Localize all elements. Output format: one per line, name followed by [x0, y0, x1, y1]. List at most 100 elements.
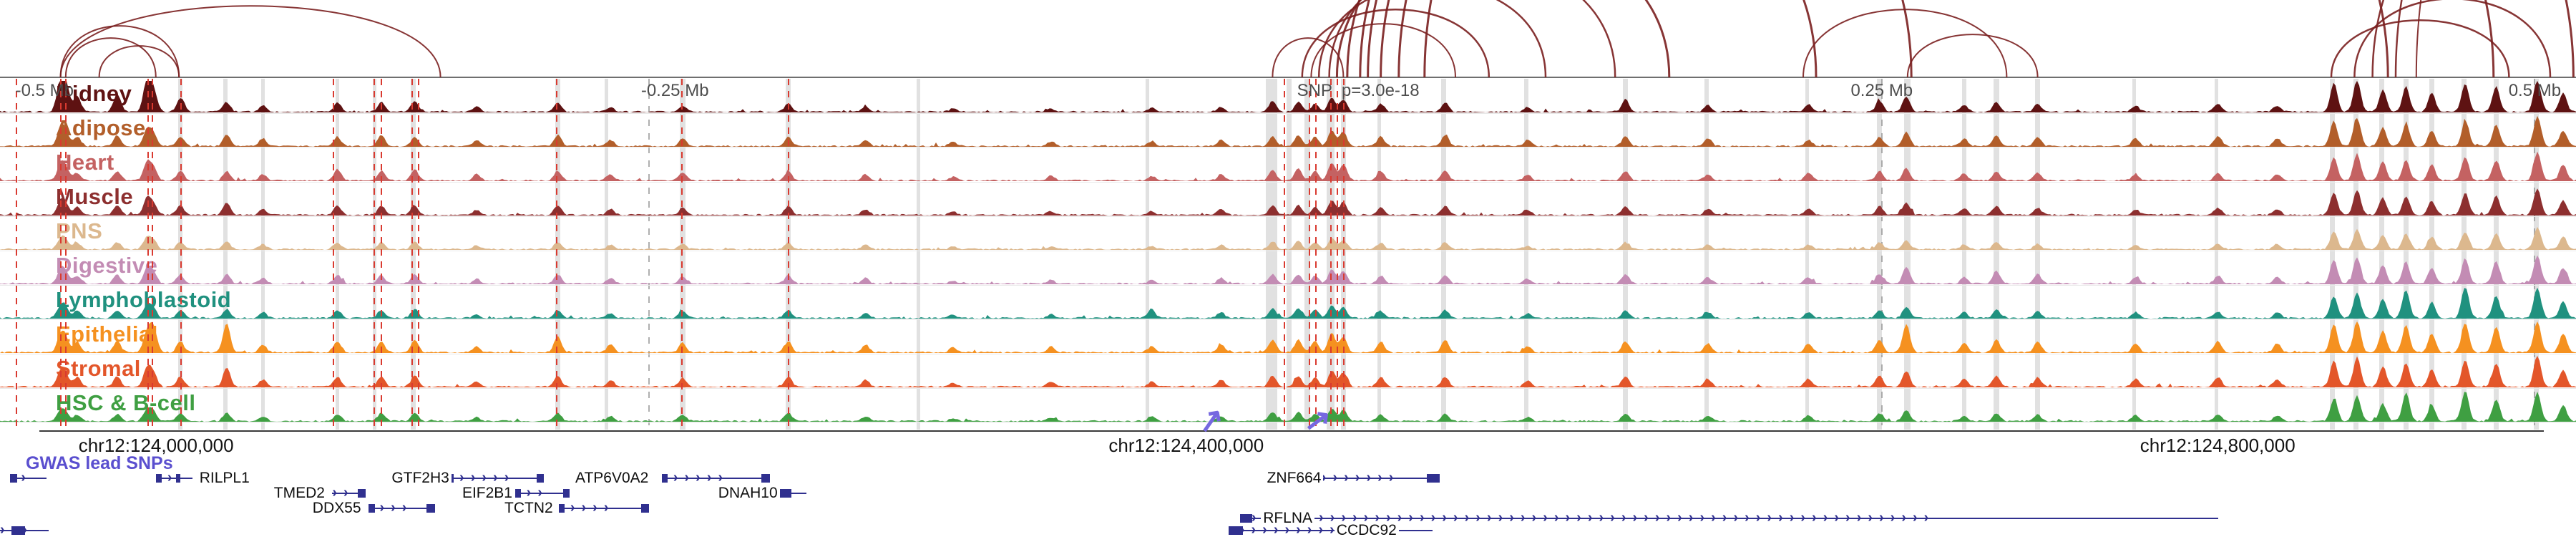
ld-snp-band — [555, 79, 560, 430]
gene-label-dnah10: DNAH10 — [716, 485, 780, 502]
ld-snp-band — [2533, 79, 2539, 430]
ld-snp-band — [1524, 79, 1528, 430]
gene-intron-line — [1240, 518, 2218, 519]
signal-area-adipose — [0, 115, 2576, 147]
ld-snp-band — [2035, 79, 2041, 430]
track-label-digestive: Digestive — [56, 253, 158, 278]
signal-area-muscle — [0, 188, 2576, 216]
gene-intron-line — [156, 478, 193, 479]
ruler-tick-label: 0.5 Mb — [2508, 81, 2562, 100]
track-row-epithelial: Epithelial — [0, 319, 2576, 354]
gene-strand-arrows: ›››››› — [448, 471, 516, 485]
signal-pns — [0, 226, 2576, 250]
signal-digestive — [0, 255, 2576, 284]
gene-znf664: ››››››› — [1321, 471, 1440, 485]
ld-snp-band — [605, 79, 609, 430]
signal-epithelial — [0, 321, 2576, 353]
gene-exon — [11, 526, 26, 535]
track-label-pns: PNS — [56, 218, 103, 243]
gene-rflna: ››››››››››››››››››››››››››››››››››››››››… — [1240, 511, 2218, 526]
gene-label-ddx55: DDX55 — [310, 500, 364, 517]
gene-tctn2: ››››› — [559, 501, 650, 515]
track-row-lymphoblastoid: Lymphoblastoid — [0, 285, 2576, 320]
gene-label-eif2b1: EIF2B1 — [459, 485, 514, 502]
gene-exon — [1427, 474, 1440, 483]
ld-snp-band — [2353, 79, 2358, 430]
signal-area-pns — [0, 226, 2576, 250]
gene-label-ccdc92: CCDC92 — [1334, 522, 1399, 537]
gene-intron-line — [368, 508, 436, 509]
signal-muscle — [0, 188, 2576, 216]
gene-intron-line — [1321, 478, 1440, 479]
gene-exon — [426, 504, 436, 513]
signal-area-digestive — [0, 255, 2576, 284]
gwas-lead-snps-label: GWAS lead SNPs — [26, 453, 173, 473]
ld-snp-band — [2330, 79, 2336, 430]
ld-snp-band — [2132, 79, 2137, 430]
gene-fragment: ››› — [0, 523, 49, 537]
ld-snp-band — [1994, 79, 1999, 430]
track-row-pns: PNS — [0, 216, 2576, 251]
gene-intron-line — [662, 478, 771, 479]
genomic-coordinate-label: chr12:124,800,000 — [2140, 435, 2296, 456]
gene-exon — [559, 504, 565, 513]
gene-exon — [175, 474, 180, 483]
ld-snp-band — [1377, 79, 1382, 430]
track-label-kidney: Kidney — [56, 81, 132, 106]
gwas-snp-arrow-icon: ↗ — [1302, 401, 1333, 440]
gene-label-atp6v0a2: ATP6V0A2 — [573, 470, 651, 487]
ld-snp-band — [223, 79, 228, 430]
coordinate-axis-line — [39, 430, 2544, 432]
ld-snp-band — [2429, 79, 2434, 430]
gene-exon — [156, 474, 162, 483]
genomic-coordinate-label: chr12:124,000,000 — [78, 435, 234, 456]
mb-gridline — [648, 79, 650, 430]
ld-snp-band — [260, 79, 265, 430]
gene-exon — [9, 474, 17, 483]
gene-ccdc92: ›››››››››››› — [1229, 523, 1433, 537]
ld-snp-band — [1876, 79, 1882, 430]
gene-strand-arrows: ››››››››››››››››››››››››››››››››››››››››… — [1240, 511, 1936, 526]
gene-exon — [562, 489, 570, 498]
track-row-kidney: Kidney — [0, 79, 2576, 114]
gene-rilpl1: ›› — [156, 471, 193, 485]
gene-exon — [1229, 526, 1243, 535]
track-row-adipose: Adipose — [0, 113, 2576, 148]
gwas-snp-arrow-icon: ↗ — [1194, 401, 1227, 440]
ld-snp-band — [2379, 79, 2384, 430]
ld-snp-band — [1904, 79, 1911, 430]
ld-snp-band — [2215, 79, 2219, 430]
gene-strand-arrows: ›››››› — [662, 471, 730, 485]
gene-label-rilpl1: RILPL1 — [197, 470, 252, 487]
track-label-stromal: Stromal — [56, 356, 141, 381]
ruler-tick-label: -0.5 Mb — [15, 81, 74, 100]
mb-gridline — [1880, 79, 1883, 430]
gene-strand-arrows: ›››››››››››› — [1229, 523, 1364, 537]
ruler-tick-label: SNP p=3.0e-18 — [1297, 81, 1420, 100]
ld-snp-band — [2403, 79, 2409, 430]
ld-snp-band — [680, 79, 686, 430]
track-label-epithelial: Epithelial — [56, 321, 158, 347]
gene-fragment: ›› — [9, 471, 47, 485]
ld-snp-band — [1304, 79, 1310, 430]
track-row-muscle: Muscle — [0, 182, 2576, 217]
signal-tracks: Kidney Adipose Heart Muscle PNS Digestive Lymp… — [0, 79, 2576, 423]
gene-gtf2h3: ›››››› — [448, 471, 544, 485]
gene-intron-line — [559, 508, 650, 509]
ld-snp-band — [1287, 79, 1292, 430]
gene-label-gtf2h3: GTF2H3 — [389, 470, 452, 487]
track-label-lymphoblastoid: Lymphoblastoid — [56, 287, 232, 312]
track-label-hsc-b-cell: HSC & B-cell — [56, 390, 196, 415]
gene-exon — [368, 504, 375, 513]
gene-label-tctn2: TCTN2 — [502, 500, 555, 517]
mb-gridline — [2534, 79, 2536, 430]
ld-snp-band — [1146, 79, 1150, 430]
gene-strand-arrows: ››››››› — [1321, 471, 1400, 485]
signal-area-epithelial — [0, 321, 2576, 353]
track-label-adipose: Adipose — [56, 115, 146, 140]
ld-snp-band — [2493, 79, 2499, 430]
gene-intron-line — [332, 493, 366, 494]
gene-ddx55: ›››› — [368, 501, 436, 515]
